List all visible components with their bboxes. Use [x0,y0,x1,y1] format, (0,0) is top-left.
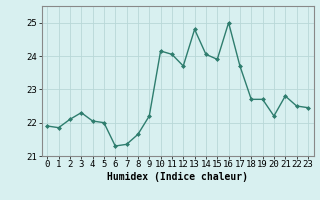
X-axis label: Humidex (Indice chaleur): Humidex (Indice chaleur) [107,172,248,182]
